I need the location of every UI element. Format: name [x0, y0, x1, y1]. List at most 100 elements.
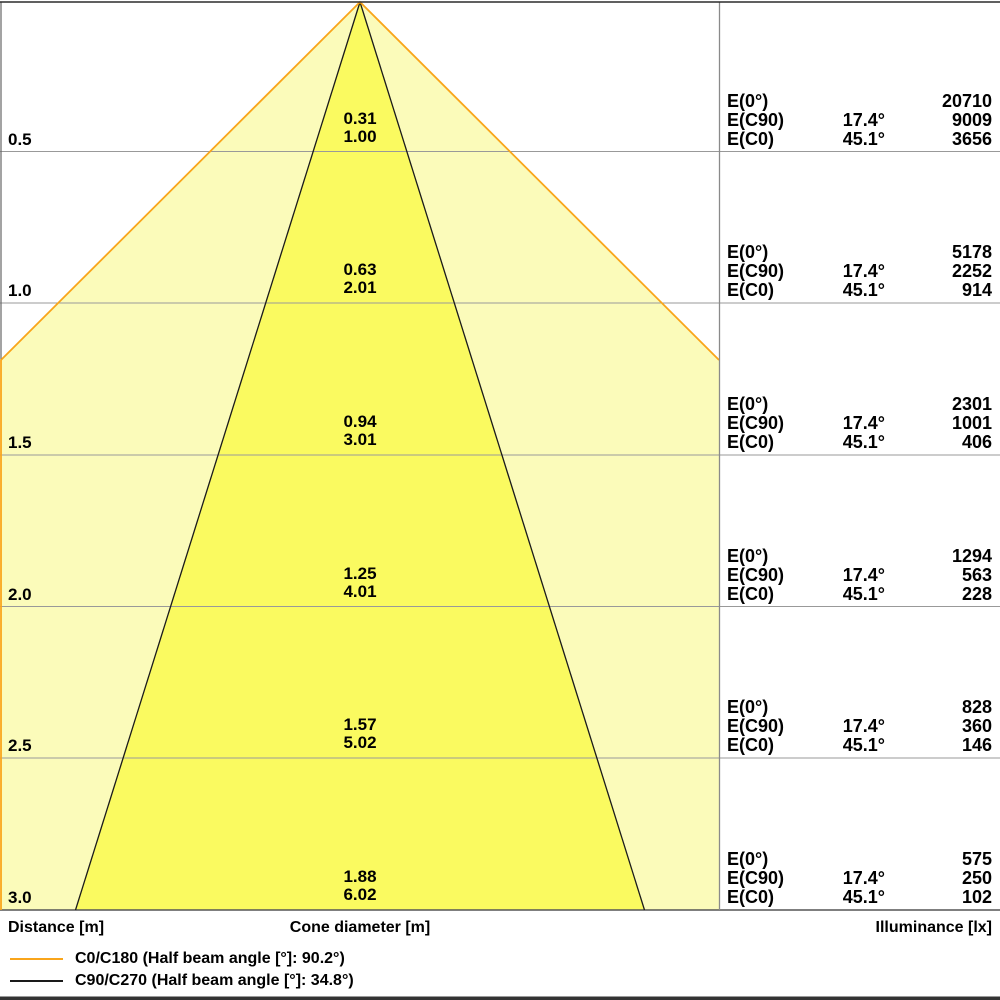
ec90-angle: 17.4°	[842, 110, 885, 130]
distance-label-2.5: 2.5	[8, 736, 32, 755]
cone-diameter-values-3.0m: 1.88 6.02	[260, 868, 460, 904]
e0-label: E(0°)	[727, 242, 769, 262]
e0-value: 1294	[951, 546, 992, 566]
distance-label-1.0: 1.0	[8, 281, 32, 300]
ec90-angle: 17.4°	[842, 716, 885, 736]
ec90-label: E(C90)	[727, 110, 785, 130]
cone-diameter-c90: 1.57	[343, 715, 377, 734]
cone-diameter-c0: 3.01	[343, 430, 377, 449]
ec0-angle: 45.1°	[842, 280, 885, 300]
cone-diameter-values-0.5m: 0.31 1.00	[260, 110, 460, 146]
ec90-angle: 17.4°	[842, 261, 885, 281]
ec0-value: 102	[961, 887, 992, 907]
cone-diameter-c0: 6.02	[343, 885, 377, 904]
cone-diameter-c0: 2.01	[343, 278, 377, 297]
legend-label-c90: C90/C270 (Half beam angle [°]: 34.8°)	[75, 972, 354, 989]
e0-value: 828	[961, 697, 992, 717]
cone-diameter-c90: 1.25	[343, 564, 377, 583]
legend: C0/C180 (Half beam angle [°]: 90.2°) C90…	[10, 948, 610, 992]
cone-diameter-c0: 1.00	[343, 127, 377, 146]
cone-diameter-c90: 0.94	[343, 412, 377, 431]
ec90-angle: 17.4°	[842, 565, 885, 585]
ec90-label: E(C90)	[727, 261, 785, 281]
cone-diameter-values-1.5m: 0.94 3.01	[260, 413, 460, 449]
e0-label: E(0°)	[727, 849, 769, 869]
cone-diameter-values-2.5m: 1.57 5.02	[260, 716, 460, 752]
cone-diameter-values-2.0m: 1.25 4.01	[260, 565, 460, 601]
ec0-value: 914	[961, 280, 992, 300]
ec90-angle: 17.4°	[842, 868, 885, 888]
ec0-label: E(C0)	[727, 280, 775, 300]
distance-label-3.0: 3.0	[8, 888, 32, 907]
cone-diameter-c90: 1.88	[343, 867, 377, 886]
e0-label: E(0°)	[727, 697, 769, 717]
illuminance-block-2.5m: E(0°) 828 E(C90) 17.4° 360 E(C0) 45.1° 146	[727, 698, 992, 755]
legend-label-c0: C0/C180 (Half beam angle [°]: 90.2°)	[75, 950, 345, 967]
legend-item-c90: C90/C270 (Half beam angle [°]: 34.8°)	[10, 970, 610, 992]
cone-diameter-axis-label: Cone diameter [m]	[289, 919, 431, 936]
illuminance-axis-label: Illuminance [lx]	[875, 919, 992, 936]
ec0-angle: 45.1°	[842, 432, 885, 452]
distance-axis-label: Distance [m]	[8, 919, 105, 936]
ec90-label: E(C90)	[727, 413, 785, 433]
legend-line-c0-icon	[10, 958, 63, 960]
ec0-angle: 45.1°	[842, 584, 885, 604]
ec90-label: E(C90)	[727, 716, 785, 736]
ec90-angle: 17.4°	[842, 413, 885, 433]
e0-angle	[823, 395, 885, 414]
illuminance-block-2.0m: E(0°) 1294 E(C90) 17.4° 563 E(C0) 45.1° 228	[727, 547, 992, 604]
e0-value: 5178	[951, 242, 992, 262]
e0-angle	[823, 698, 885, 717]
cone-diameter-c90: 0.63	[343, 260, 377, 279]
ec90-value: 9009	[951, 110, 992, 130]
ec0-label: E(C0)	[727, 584, 775, 604]
ec0-value: 406	[961, 432, 992, 452]
illuminance-block-1.5m: E(0°) 2301 E(C90) 17.4° 1001 E(C0) 45.1° 406	[727, 395, 992, 452]
ec90-label: E(C90)	[727, 868, 785, 888]
e0-angle	[823, 850, 885, 869]
ec0-value: 228	[961, 584, 992, 604]
legend-line-c90-icon	[10, 980, 63, 982]
cone-diameter-c0: 5.02	[343, 733, 377, 752]
ec90-value: 250	[961, 868, 992, 888]
ec90-value: 360	[961, 716, 992, 736]
distance-label-2.0: 2.0	[8, 585, 32, 604]
ec0-label: E(C0)	[727, 735, 775, 755]
ec0-value: 3656	[951, 129, 992, 149]
ec90-label: E(C90)	[727, 565, 785, 585]
e0-value: 2301	[951, 394, 992, 414]
e0-value: 20710	[941, 91, 992, 111]
cone-diameter-c90: 0.31	[343, 109, 377, 128]
ec0-label: E(C0)	[727, 432, 775, 452]
cone-c90-fill	[75, 2, 645, 910]
cone-c0-outline	[0, 0, 720, 910]
ec0-label: E(C0)	[727, 887, 775, 907]
cone-c90-right-edge	[359, 1, 646, 911]
e0-value: 575	[961, 849, 992, 869]
e0-label: E(0°)	[727, 546, 769, 566]
e0-angle	[823, 547, 885, 566]
ec0-value: 146	[961, 735, 992, 755]
e0-label: E(0°)	[727, 394, 769, 414]
ec0-label: E(C0)	[727, 129, 775, 149]
ec0-angle: 45.1°	[842, 735, 885, 755]
ec90-value: 1001	[951, 413, 992, 433]
illuminance-block-0.5m: E(0°) 20710 E(C90) 17.4° 9009 E(C0) 45.1° 365…	[727, 92, 992, 149]
ec0-angle: 45.1°	[842, 129, 885, 149]
e0-angle	[823, 243, 885, 262]
cone-diameter-values-1.0m: 0.63 2.01	[260, 261, 460, 297]
e0-angle	[823, 92, 885, 111]
distance-label-0.5: 0.5	[8, 130, 32, 149]
cone-c90-left-edge	[74, 1, 361, 911]
legend-item-c0: C0/C180 (Half beam angle [°]: 90.2°)	[10, 948, 610, 970]
ec0-angle: 45.1°	[842, 887, 885, 907]
page-bottom-rule	[0, 996, 1000, 1000]
ec90-value: 563	[961, 565, 992, 585]
ec90-value: 2252	[951, 261, 992, 281]
cone-diameter-c0: 4.01	[343, 582, 377, 601]
illuminance-block-1.0m: E(0°) 5178 E(C90) 17.4° 2252 E(C0) 45.1° 914	[727, 243, 992, 300]
distance-label-1.5: 1.5	[8, 433, 32, 452]
illuminance-block-3.0m: E(0°) 575 E(C90) 17.4° 250 E(C0) 45.1° 102	[727, 850, 992, 907]
